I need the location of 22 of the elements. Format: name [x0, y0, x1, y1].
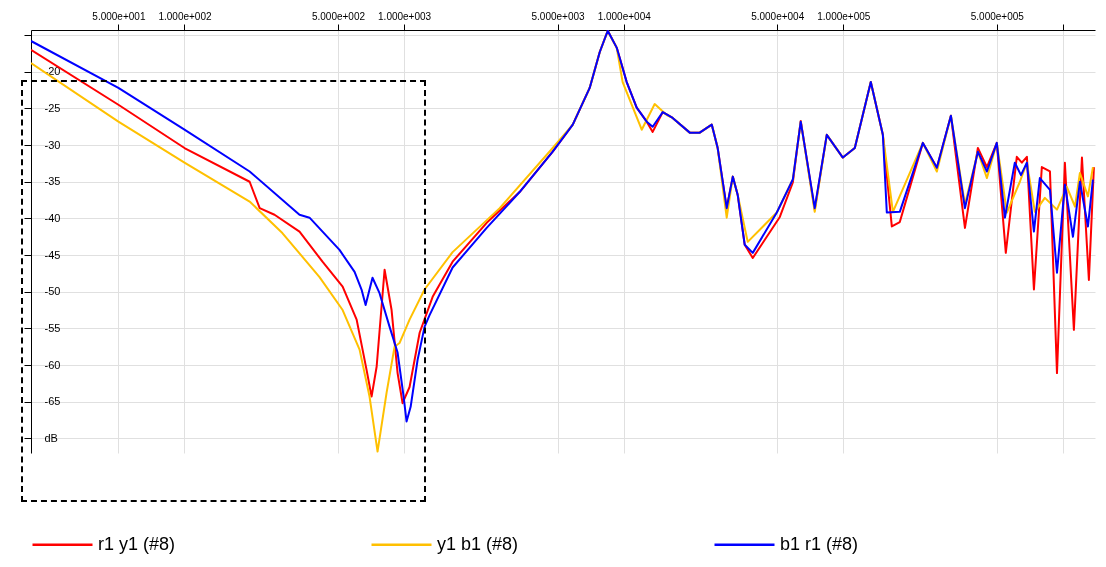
y-tick-label: -45 — [44, 248, 61, 261]
x-tick-label: 5.000e+001 — [92, 10, 146, 22]
y-tick-label: -35 — [44, 175, 61, 188]
y-tick-label: -30 — [44, 138, 61, 151]
y-tick-label: -55 — [44, 321, 61, 334]
y-tick-label: -25 — [44, 101, 61, 114]
y-tick-label: -50 — [44, 285, 61, 298]
legend-label: r1 y1 (#8) — [98, 533, 176, 554]
x-tick-label: 5.000e+005 — [970, 10, 1025, 22]
x-tick-label: 5.000e+004 — [751, 10, 805, 22]
legend-label: y1 b1 (#8) — [437, 533, 519, 554]
y-tick-label: -65 — [44, 395, 61, 408]
x-tick-label: 1.000e+003 — [378, 10, 432, 22]
x-tick-label: 1.000e+005 — [817, 10, 871, 22]
y-tick-label: -40 — [44, 211, 61, 224]
legend-label: b1 r1 (#8) — [780, 533, 859, 554]
x-tick-label: 1.000e+004 — [597, 10, 652, 22]
x-tick-label: 5.000e+002 — [311, 10, 366, 22]
x-tick-label: 5.000e+003 — [531, 10, 586, 22]
y-tick-label: dB — [44, 431, 58, 444]
x-tick-label: 1.000e+002 — [158, 10, 212, 22]
y-tick-label: -60 — [44, 358, 61, 371]
